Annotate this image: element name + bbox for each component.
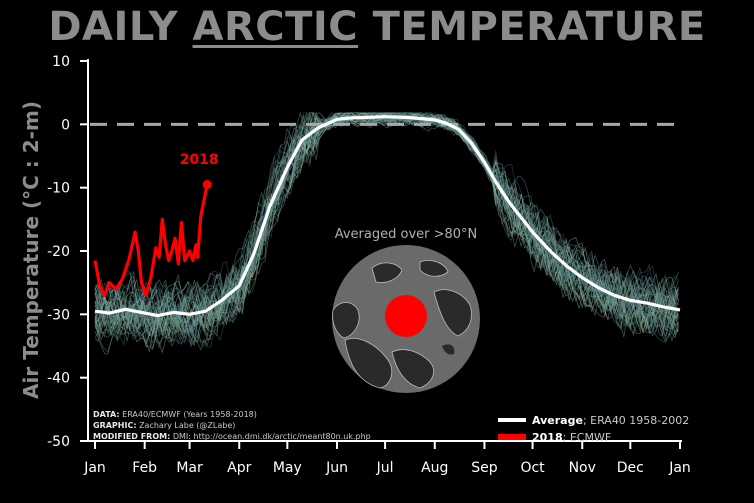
ensemble-line	[94, 114, 679, 345]
x-tick-label: Jun	[325, 460, 348, 476]
ensemble-line	[94, 112, 679, 320]
ensemble-line	[94, 115, 679, 355]
x-tick-label: Jul	[376, 460, 394, 476]
y-tick-label: 0	[61, 117, 70, 133]
legend: Average; ERA40 1958-2002 2018; ECMWF	[498, 414, 689, 444]
ensemble-line	[94, 112, 679, 333]
ensemble-line	[94, 114, 679, 351]
ensemble-line	[94, 115, 679, 338]
chart-title: DAILY ARCTIC TEMPERATURE	[48, 4, 706, 50]
x-tick-label: Aug	[421, 460, 448, 476]
land-shapes	[332, 260, 472, 388]
y-tick-label: -50	[47, 434, 70, 450]
x-tick-label: Feb	[132, 460, 157, 476]
ensemble-line	[94, 111, 679, 329]
series-2018-endpoint	[202, 180, 212, 189]
ensemble-line	[94, 112, 679, 333]
inset-label: Averaged over >80°N	[335, 227, 478, 242]
y-tick-label: -30	[47, 307, 70, 323]
ensemble-line	[94, 116, 679, 351]
y-axis-ticks: 10 0 -10 -20 -30 -40 -50	[47, 54, 88, 450]
ensemble-line	[94, 112, 679, 346]
annotation-2018: 2018	[180, 152, 219, 168]
ensemble-line	[94, 112, 679, 336]
ensemble-line	[94, 112, 679, 335]
legend-label-average: Average; ERA40 1958-2002	[532, 414, 689, 427]
source-notes: DATA: ERA40/ECMWF (Years 1958-2018) GRAP…	[93, 410, 371, 441]
ensemble-line	[94, 112, 679, 336]
note-data: DATA: ERA40/ECMWF (Years 1958-2018)	[93, 410, 257, 419]
y-tick-label: -20	[47, 244, 70, 260]
x-tick-label: Sep	[471, 460, 498, 476]
series-line-average	[94, 115, 681, 318]
ensemble-line	[94, 114, 679, 336]
note-modified: MODIFIED FROM: DMI: http://ocean.dmi.dk/…	[93, 432, 371, 441]
ensemble-line	[94, 112, 679, 324]
y-tick-label: 10	[52, 54, 70, 70]
ensemble-line	[94, 112, 679, 319]
x-tick-label: Jan	[83, 460, 106, 476]
ensemble-line	[94, 112, 679, 347]
y-axis-label: Air Temperature (°C : 2-m)	[19, 101, 43, 399]
ensemble-line	[94, 114, 679, 347]
polar-map-inset: Averaged over >80°N	[332, 227, 480, 393]
x-tick-label: May	[273, 460, 302, 476]
x-tick-label: Oct	[520, 460, 545, 476]
x-tick-label: Mar	[176, 460, 203, 476]
ensemble-line	[94, 112, 679, 320]
note-graphic: GRAPHIC: Zachary Labe (@ZLabe)	[93, 421, 235, 430]
y-tick-label: -10	[47, 181, 70, 197]
y-tick-label: -40	[47, 371, 70, 387]
ensemble-line	[94, 112, 679, 314]
series-line-2018	[93, 184, 209, 297]
x-tick-label: Jan	[668, 460, 691, 476]
ensemble-line	[94, 114, 679, 344]
x-tick-label: Apr	[227, 460, 251, 476]
ensemble-line	[94, 112, 679, 333]
ensemble-line	[94, 112, 679, 337]
x-axis-ticks: Jan Feb Mar Apr May Jun Jul Aug Sep Oct Nov Dec Jan	[83, 441, 691, 476]
x-tick-label: Dec	[617, 460, 644, 476]
polar-cap-region	[385, 295, 427, 337]
ensemble-line	[94, 114, 679, 342]
legend-label-2018: 2018; ECMWF	[532, 431, 611, 444]
x-tick-label: Nov	[569, 460, 596, 476]
